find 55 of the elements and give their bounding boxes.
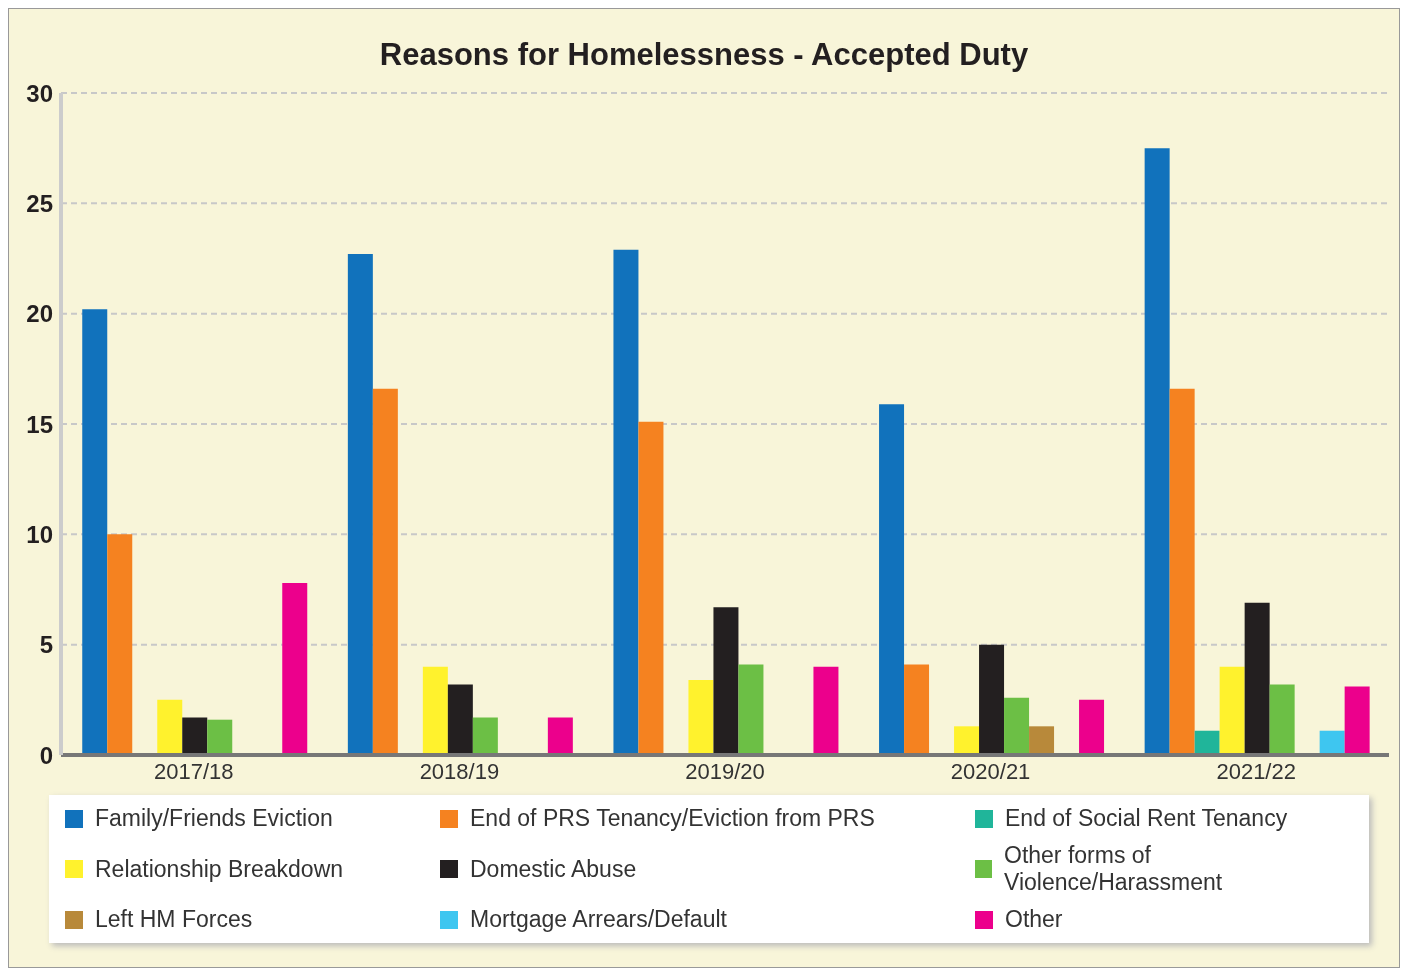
y-tick-label: 30 [26,79,53,107]
legend-label: Relationship Breakdown [95,855,344,883]
x-tick-label: 2018/19 [419,758,500,784]
bar [1004,697,1030,755]
legend-label: Left HM Forces [95,906,253,933]
bar [1194,730,1220,755]
legend-label: Other [1005,906,1063,933]
bar [1029,726,1055,755]
bar [879,404,905,755]
bar [713,607,739,755]
bar [1244,602,1270,755]
legend-label: End of PRS Tenancy/Eviction from PRS [470,805,875,832]
y-tick-label: 0 [39,741,53,769]
legend-label: Family/Friends Eviction [95,805,333,832]
bar [1344,686,1370,755]
legend-label: Domestic Abuse [470,855,637,883]
x-tick-label: 2021/22 [1216,758,1296,784]
bar [638,421,664,755]
legend-label: End of Social Rent Tenancy [1005,805,1288,832]
bar [904,664,930,755]
bar [347,254,373,755]
bar [688,679,714,755]
y-tick-label: 5 [39,631,53,659]
x-tick-label: 2017/18 [154,758,234,784]
bar [282,582,308,755]
bar [207,719,233,755]
bar [82,309,108,755]
bar [182,717,208,755]
x-tick-label: 2019/20 [685,758,765,784]
bar [1269,684,1295,755]
bar [472,717,498,755]
bar [1079,699,1105,755]
chart-title: Reasons for Homelessness - Accepted Duty [378,36,1030,73]
y-tick-label: 15 [26,410,53,438]
bar [1319,730,1345,755]
bar [1169,388,1195,755]
legend-label: Mortgage Arrears/Default [470,906,727,933]
bar [613,249,639,755]
y-tick-label: 10 [26,520,53,548]
y-tick-label: 20 [26,300,53,328]
bar [422,666,448,755]
bar [157,699,183,755]
bar [979,644,1005,755]
x-tick-label: 2020/21 [950,758,1031,784]
y-tick-label: 25 [26,189,53,217]
bar [1219,666,1245,755]
bar [447,684,473,755]
bar [107,534,133,755]
bar [1144,148,1170,755]
bar [547,717,573,755]
bar [372,388,398,755]
bar [813,666,839,755]
bar [954,726,980,755]
legend-label: Other forms of Violence/Harassment [1004,842,1224,896]
bar [738,664,764,755]
